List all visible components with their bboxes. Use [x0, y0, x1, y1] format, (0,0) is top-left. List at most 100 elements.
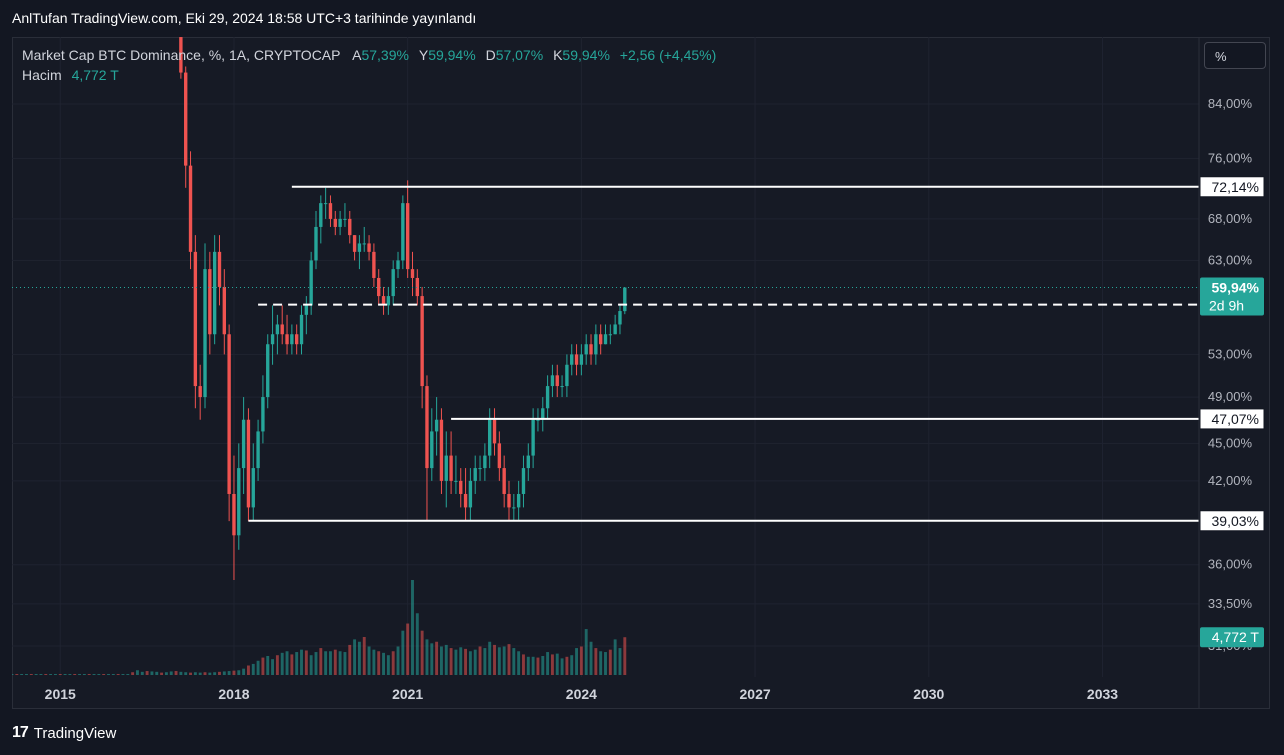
level-badge-text: 72,14% — [1212, 179, 1259, 195]
tradingview-logo-icon: 17 — [12, 724, 29, 741]
volume-bar — [555, 653, 559, 675]
last-price-badge — [1200, 277, 1264, 316]
volume-bar — [73, 674, 77, 675]
candle-body — [237, 468, 241, 536]
chart-svg[interactable]: 84,00% 76,00% 68,00% 63,00% 53,00% 49,00% 45,0… — [12, 37, 1270, 709]
volume-bar — [82, 674, 86, 675]
volume-bar — [213, 672, 217, 675]
volume-bar — [140, 671, 144, 675]
volume-bar — [599, 651, 603, 675]
candle-body — [348, 218, 352, 236]
volume-bar — [116, 674, 120, 675]
candle-body — [492, 419, 497, 444]
volume-bar — [488, 641, 492, 675]
x-tick-label: 2018 — [218, 686, 249, 702]
candle-body — [280, 324, 284, 335]
legend-symbol: Market Cap BTC Dominance, %, 1A, CRYPTOC… — [22, 47, 341, 63]
candle-body — [483, 455, 487, 469]
legend-open-value: 57,39% — [361, 47, 409, 63]
volume-bar — [251, 663, 255, 675]
volume-bar — [439, 646, 443, 675]
candle-body — [266, 344, 270, 398]
candle-body — [560, 386, 564, 388]
volume-bar — [464, 648, 468, 675]
legend-volume-row: Hacim 4,772 T — [22, 65, 716, 85]
volume-bar — [319, 648, 323, 675]
volume-bar — [218, 671, 221, 675]
volume-bar — [58, 674, 62, 675]
candle-body — [391, 269, 395, 297]
legend-volume-label: Hacim — [22, 67, 62, 83]
candle-body — [222, 286, 226, 335]
volume-bar — [63, 674, 67, 675]
volume-bar — [367, 646, 371, 675]
volume-bar — [531, 656, 535, 675]
y-tick-label: 84,00% — [1208, 96, 1253, 111]
candle-body — [256, 431, 260, 469]
y-tick-label: 33,50% — [1208, 596, 1253, 611]
candle-body — [454, 480, 458, 482]
percent-scale-button[interactable]: % — [1204, 42, 1266, 69]
candle-body — [526, 455, 530, 469]
volume-bar — [550, 654, 554, 675]
candle-body — [352, 235, 357, 252]
candle-body — [521, 468, 526, 494]
volume-bar — [589, 641, 593, 675]
volume-bar — [435, 641, 439, 675]
last-price-label: 59,94% — [1212, 279, 1260, 295]
volume-bar — [401, 630, 405, 675]
candle-body — [589, 344, 593, 355]
volume-bar — [613, 639, 617, 675]
candle-body — [516, 493, 521, 508]
legend-low-value: 57,07% — [495, 47, 544, 63]
volume-bar — [169, 671, 173, 675]
candle-body — [246, 419, 251, 508]
volume-bar — [295, 652, 299, 675]
volume-bar — [560, 658, 564, 675]
volume-bar — [49, 674, 53, 675]
volume-bar — [391, 651, 395, 675]
x-tick-label: 2027 — [740, 686, 771, 702]
volume-bar — [541, 656, 545, 675]
volume-bar — [338, 651, 342, 675]
volume-badge-text: 4,772 T — [1212, 629, 1260, 645]
volume-bar — [425, 639, 429, 675]
legend-low-label: D — [485, 47, 496, 63]
candle-body — [285, 334, 289, 345]
candle-body — [463, 493, 468, 508]
volume-bar — [382, 652, 385, 675]
volume-bar — [102, 674, 106, 675]
volume-bar — [324, 651, 328, 675]
candle-body — [449, 455, 453, 481]
volume-bar — [565, 656, 569, 675]
candle-body — [618, 311, 622, 325]
candle-body — [565, 364, 569, 387]
volume-bar — [155, 671, 159, 675]
candle-body — [294, 334, 299, 345]
footer-logo[interactable]: 17 TradingView — [12, 724, 116, 742]
volume-bar — [406, 623, 410, 675]
candle-body — [512, 507, 516, 509]
volume-bar — [584, 629, 588, 675]
candle-body — [198, 386, 202, 398]
volume-bar — [353, 639, 357, 675]
candle-body — [241, 419, 246, 469]
volume-bar — [107, 674, 110, 675]
candle-body — [275, 324, 280, 335]
chart-legend: Market Cap BTC Dominance, %, 1A, CRYPTOC… — [22, 45, 716, 85]
y-tick-label: 63,00% — [1208, 252, 1253, 267]
candle-body — [545, 386, 550, 409]
candle-body — [444, 455, 448, 481]
candle-body — [579, 354, 584, 365]
volume-bar — [396, 646, 400, 675]
candle-body — [386, 296, 391, 306]
volume-bar — [20, 674, 24, 675]
candle-body — [434, 419, 439, 432]
volume-bar — [478, 646, 482, 675]
volume-bar — [237, 670, 241, 675]
volume-bar — [179, 671, 183, 675]
candle-body — [251, 468, 255, 508]
candle-body — [377, 277, 381, 297]
volume-bar — [377, 651, 381, 675]
candle-body — [502, 468, 506, 494]
